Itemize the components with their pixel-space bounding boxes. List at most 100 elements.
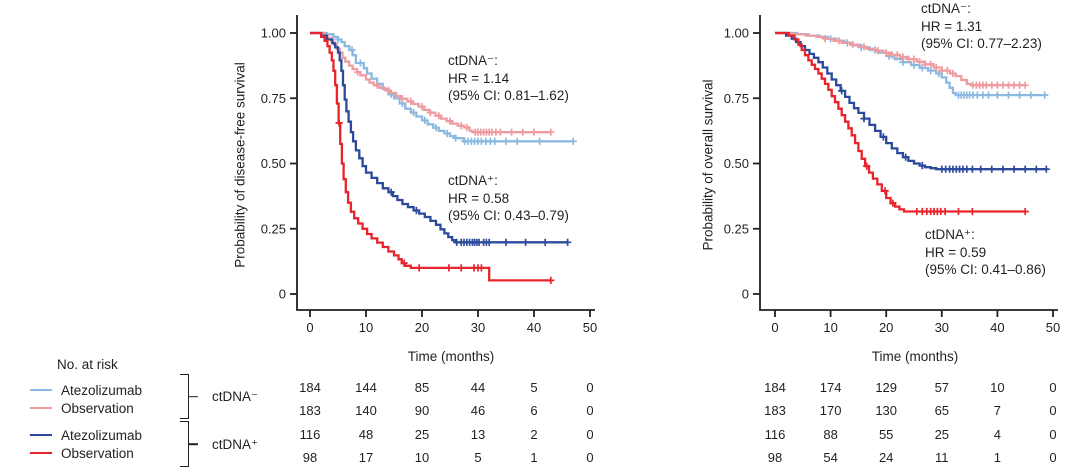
legend-label: Atezolizumab	[61, 382, 143, 398]
y-tick-label: 0.75	[724, 91, 749, 106]
dfs-survival-plot: 1.00 0.75 0.50 0.25 0 0 10 20 30 40 50	[261, 15, 597, 335]
risk-count: 129	[875, 380, 898, 395]
risk-count: 25	[934, 426, 950, 442]
y-tick-label: 1.00	[261, 26, 286, 41]
risk-count: 174	[819, 380, 842, 395]
annotation-line: ctDNA⁻:	[921, 1, 971, 16]
risk-count: 88	[823, 426, 838, 442]
axis-lines	[296, 15, 595, 311]
axis-lines	[759, 15, 1058, 311]
risk-count: 116	[299, 426, 321, 442]
group-label-ctdna-neg: ctDNA⁻	[212, 389, 259, 404]
annotation-line: ctDNA⁺:	[448, 173, 498, 188]
x-tick-label: 50	[583, 320, 597, 335]
atezolizumab-ctdna-neg-key-line	[30, 388, 52, 392]
censor-marks	[335, 119, 555, 284]
risk-count: 17	[358, 449, 374, 465]
x-tick-label: 30	[471, 320, 485, 335]
risk-table-title: No. at risk	[57, 357, 118, 372]
annotation-line: (95% CI: 0.81–1.62)	[448, 88, 569, 103]
risk-count: 98	[767, 449, 783, 465]
annotation-line: (95% CI: 0.41–0.86)	[925, 262, 1046, 277]
atezolizumab-ctdna-pos-key-line	[30, 433, 52, 437]
annotation-line: HR = 0.59	[925, 244, 987, 260]
y-tick-label: 0.25	[261, 221, 286, 236]
observation-ctdna-pos-key-line	[30, 451, 52, 455]
x-tick-label: 20	[415, 320, 429, 335]
risk-count: 144	[355, 380, 377, 395]
risk-count: 7	[993, 403, 1001, 419]
bracket-tick	[189, 395, 198, 398]
ctdna-pos-group-bracket	[180, 421, 198, 467]
risk-count: 10	[990, 380, 1005, 395]
annotation-dfs-ctdna-neg: ctDNA⁻: HR = 1.14 (95% CI: 0.81–1.62)	[448, 52, 569, 105]
annotation-line: HR = 1.14	[448, 70, 510, 86]
annotation-dfs-ctdna-pos: ctDNA⁺: HR = 0.58 (95% CI: 0.43–0.79)	[448, 172, 569, 225]
annotation-line: (95% CI: 0.43–0.79)	[448, 208, 569, 223]
bracket-tick	[189, 443, 198, 445]
risk-count: 11	[935, 449, 949, 465]
legend-label: Observation	[61, 400, 134, 416]
y-tick-label: 0.50	[724, 156, 749, 171]
risk-count: 2	[530, 426, 538, 442]
censor-marks	[821, 35, 1029, 89]
os-y-axis-title: Probability of overall survival	[700, 79, 716, 251]
observation-ctdna-neg-key-line	[30, 406, 52, 410]
risk-count: 48	[358, 426, 374, 442]
risk-count: 184	[299, 380, 321, 395]
ctdna-neg-group-bracket	[180, 374, 198, 419]
risk-count: 0	[586, 403, 594, 419]
risk-count: 5	[474, 449, 482, 465]
risk-count: 54	[823, 449, 838, 465]
risk-count: 55	[878, 426, 894, 442]
risk-count: 57	[934, 380, 950, 395]
risk-count: 0	[1049, 426, 1057, 442]
y-tick-label: 0.50	[261, 156, 286, 171]
annotation-line: (95% CI: 0.77–2.23)	[921, 36, 1042, 51]
risk-count: 140	[355, 403, 377, 419]
x-tick-label: 0	[306, 320, 313, 335]
risk-count: 0	[586, 380, 594, 395]
legend-item-observation-ctdna-neg: Observation	[30, 400, 134, 416]
risk-count: 1	[993, 449, 1001, 465]
annotation-line: ctDNA⁻:	[448, 53, 498, 68]
annotation-line: HR = 1.31	[921, 18, 983, 34]
annotation-line: ctDNA⁺:	[925, 227, 975, 242]
risk-count: 4	[993, 426, 1001, 442]
y-tick-label: 1.00	[724, 26, 749, 41]
risk-count: 1	[530, 449, 538, 465]
legend-label: Observation	[61, 445, 134, 461]
risk-count: 170	[819, 403, 842, 419]
os-x-axis-title: Time (months)	[871, 349, 959, 364]
dfs-y-axis-title: Probability of disease-free survival	[232, 62, 248, 268]
risk-count: 13	[470, 426, 486, 442]
risk-count: 0	[586, 449, 594, 465]
risk-count: 65	[934, 403, 950, 419]
y-tick-label: 0	[279, 287, 286, 302]
survival-curve	[310, 31, 551, 282]
risk-count: 98	[302, 449, 318, 465]
annotation-line: HR = 0.58	[448, 190, 510, 206]
x-tick-label: 20	[879, 320, 893, 335]
x-tick-label: 0	[771, 320, 778, 335]
x-tick-label: 40	[527, 320, 541, 335]
risk-count: 0	[1049, 449, 1057, 465]
x-tick-label: 10	[823, 320, 837, 335]
risk-count: 0	[1049, 403, 1057, 419]
censor-marks	[354, 68, 555, 136]
risk-count: 10	[414, 449, 430, 465]
risk-count: 116	[764, 426, 786, 442]
risk-count: 25	[414, 426, 430, 442]
dfs-x-axis-title: Time (months)	[407, 349, 495, 364]
risk-count: 184	[764, 380, 786, 395]
censor-marks	[838, 87, 1050, 173]
legend-item-observation-ctdna-pos: Observation	[30, 445, 134, 461]
risk-count: 44	[470, 380, 486, 395]
risk-count: 46	[470, 403, 486, 419]
y-tick-label: 0	[742, 287, 749, 302]
risk-count: 130	[875, 403, 898, 419]
x-tick-label: 30	[935, 320, 949, 335]
risk-count: 0	[1049, 380, 1057, 395]
risk-count: 0	[586, 426, 594, 442]
